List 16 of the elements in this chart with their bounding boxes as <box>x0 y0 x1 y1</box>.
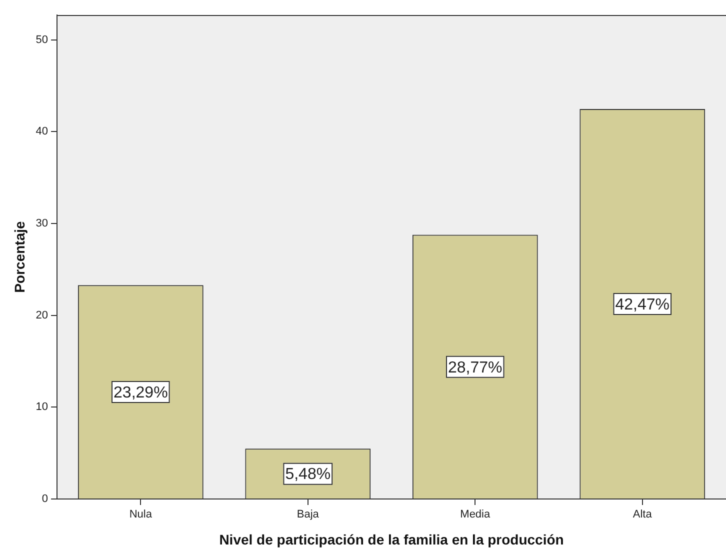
x-tick-label: Nula <box>129 508 153 521</box>
y-tick-label: 10 <box>36 401 48 414</box>
y-tick-label: 50 <box>36 34 48 46</box>
data-label: 5,48% <box>285 466 331 484</box>
x-tick-label: Media <box>460 508 491 521</box>
x-tick-label: Baja <box>296 508 320 521</box>
x-tick-label: Alta <box>632 508 653 521</box>
y-axis-title: Porcentaje <box>11 220 28 293</box>
y-tick-label: 40 <box>36 126 48 138</box>
data-label: 42,47% <box>615 296 670 314</box>
data-label: 28,77% <box>448 359 502 376</box>
y-tick-label: 20 <box>36 309 48 322</box>
y-tick-label: 30 <box>36 218 48 230</box>
data-label: 23,29% <box>114 384 168 402</box>
x-axis-title: Nivel de participación de la familia en la producción <box>219 531 564 548</box>
y-tick-label: 0 <box>42 493 48 506</box>
